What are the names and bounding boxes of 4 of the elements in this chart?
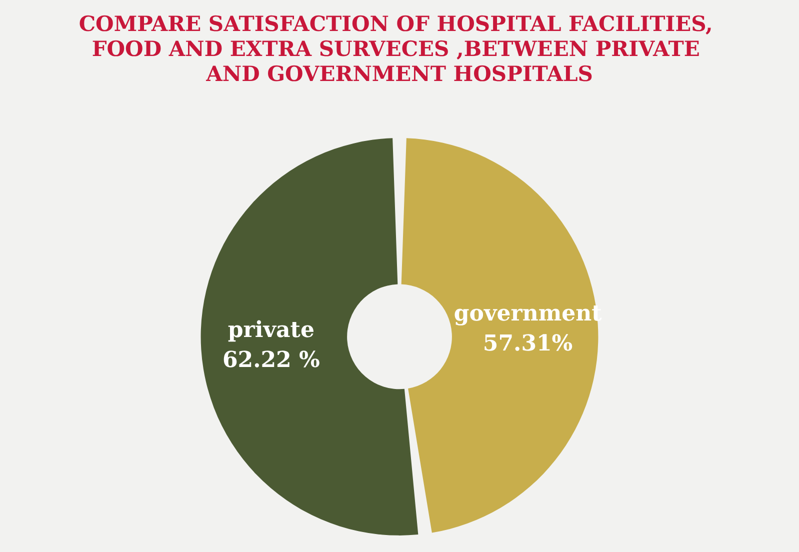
data-label: 62.22 % [222, 347, 320, 374]
chart-title: COMPARE SATISFACTION OF HOSPITAL FACILITIES, FOOD AND EXTRA SURVECES ,BETWEEN PRIVATE AND GOVERNMENT HOSPITALS [78, 11, 720, 86]
slice-label: private [228, 317, 314, 344]
data-label: 57.31% [482, 330, 573, 356]
